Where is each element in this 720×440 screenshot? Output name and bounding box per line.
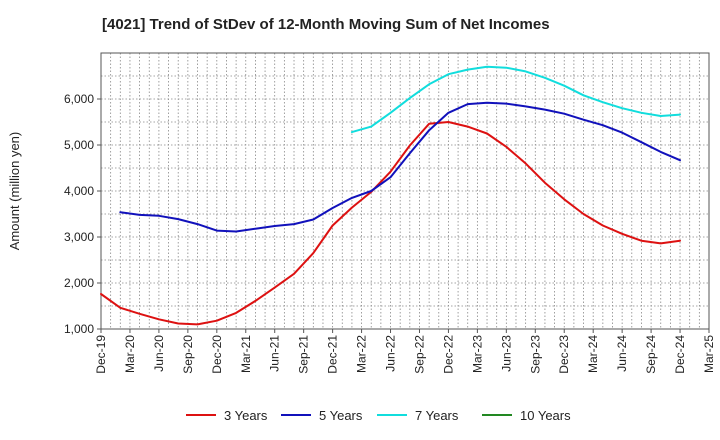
x-tick-label: Jun-24: [615, 335, 629, 372]
x-tick-label: Sep-24: [644, 335, 658, 374]
y-tick-label: 3,000: [64, 230, 94, 244]
x-tick-label: Mar-23: [470, 335, 484, 373]
x-tick-label: Mar-22: [355, 335, 369, 373]
x-tick-label: Dec-20: [210, 335, 224, 374]
x-tick-label: Jun-20: [152, 335, 166, 372]
x-tick-label: Jun-21: [268, 335, 282, 372]
y-axis-title: Amount (million yen): [7, 132, 22, 251]
y-tick-label: 5,000: [64, 138, 94, 152]
y-tick-label: 1,000: [64, 322, 94, 336]
x-tick-label: Dec-23: [557, 335, 571, 374]
series-line-5-years: [119, 101, 681, 233]
x-tick-label: Mar-24: [586, 335, 600, 373]
series-line-3-years: [100, 121, 681, 326]
x-tick-label: Mar-20: [123, 335, 137, 373]
series-line-7-years: [350, 65, 681, 134]
legend-label-7-years: 7 Years: [415, 408, 459, 423]
y-tick-label: 2,000: [64, 276, 94, 290]
x-tick-label: Jun-22: [384, 335, 398, 372]
x-tick-label: Dec-21: [326, 335, 340, 374]
y-tick-label: 6,000: [64, 92, 94, 106]
y-tick-label: 4,000: [64, 184, 94, 198]
x-tick-label: Sep-20: [181, 335, 195, 374]
x-tick-label: Sep-21: [297, 335, 311, 374]
x-tick-label: Dec-24: [673, 335, 687, 374]
x-tick-label: Sep-23: [528, 335, 542, 374]
legend-label-10-years: 10 Years: [520, 408, 571, 423]
x-tick-label: Dec-22: [441, 335, 455, 374]
chart-title: [4021] Trend of StDev of 12-Month Moving…: [102, 16, 550, 33]
x-tick-label: Jun-23: [499, 335, 513, 372]
x-tick-label: Dec-19: [94, 335, 108, 374]
x-tick-label: Sep-22: [412, 335, 426, 374]
legend-label-5-years: 5 Years: [319, 408, 363, 423]
legend-label-3-years: 3 Years: [224, 408, 268, 423]
x-tick-label: Mar-25: [702, 335, 716, 373]
x-tick-label: Mar-21: [239, 335, 253, 373]
